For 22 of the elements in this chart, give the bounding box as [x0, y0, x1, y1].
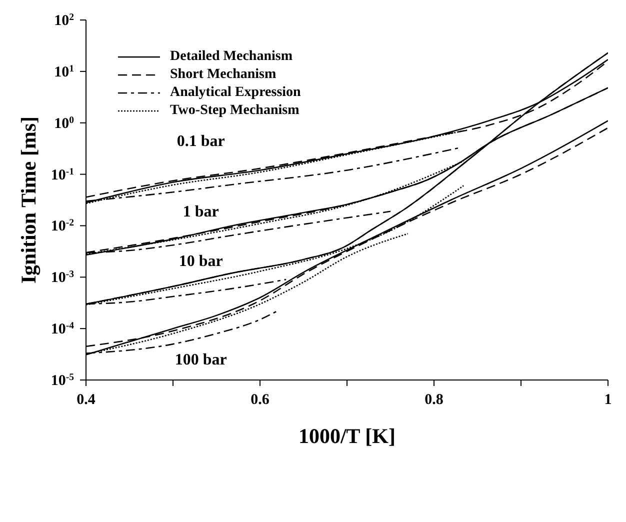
annotation: 0.1 bar — [176, 133, 225, 150]
y-tick-label: 10$^{-5}$ — [50, 372, 74, 389]
annotation: 1 bar — [182, 203, 219, 220]
legend-label: Analytical Expression — [170, 85, 301, 101]
x-tick-label: 0.4 — [76, 392, 96, 408]
legend-label: Detailed Mechanism — [170, 49, 292, 65]
y-tick-label: 10$^{-2}$ — [50, 217, 74, 235]
legend-label: Short Mechanism — [170, 67, 276, 83]
y-tick-label: 10$^{0}$ — [54, 114, 74, 132]
y-tick-label: 10$^{-1}$ — [50, 166, 74, 184]
x-axis-title: 1000/T [K] — [298, 424, 396, 448]
annotation: 100 bar — [174, 351, 227, 368]
x-tick-label: 1 — [604, 392, 612, 408]
legend-label: Two-Step Mechanism — [170, 103, 300, 119]
x-tick-label: 0.6 — [250, 392, 270, 408]
y-tick-label: 10$^{1}$ — [54, 62, 74, 80]
x-tick-label: 0.8 — [424, 392, 444, 408]
y-axis-title: Ignition Time [ms] — [16, 116, 40, 284]
y-tick-label: 10$^{-4}$ — [50, 320, 74, 338]
y-tick-label: 10$^{2}$ — [54, 12, 74, 29]
y-tick-label: 10$^{-3}$ — [50, 268, 74, 286]
annotation: 10 bar — [178, 253, 223, 270]
